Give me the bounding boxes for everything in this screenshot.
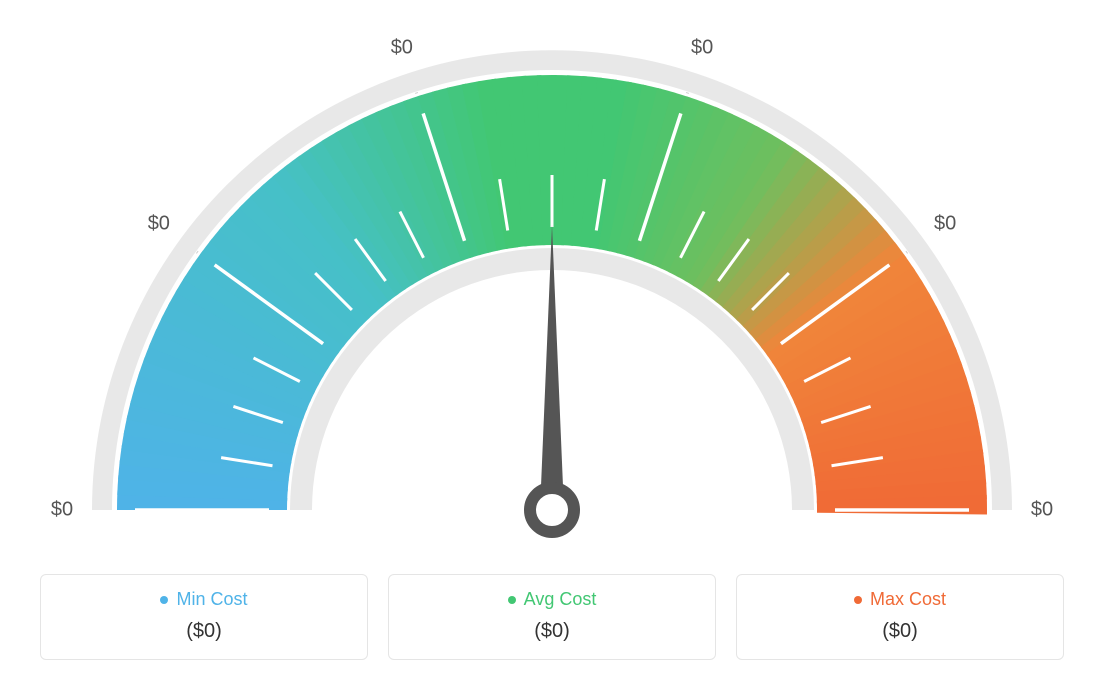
legend-value-max: ($0) xyxy=(747,620,1053,643)
legend-title-max: Max Cost xyxy=(854,589,946,610)
cost-gauge: $0 $0 $0 $0 $0 $0 xyxy=(0,0,1104,560)
legend-card-min: Min Cost ($0) xyxy=(40,574,368,660)
legend-dot-avg xyxy=(508,596,516,604)
gauge-tick-label: $0 xyxy=(148,213,170,236)
gauge-tick-label: $0 xyxy=(1031,499,1053,522)
gauge-tick-label: $0 xyxy=(691,36,713,59)
legend-dot-min xyxy=(160,596,168,604)
legend-card-avg: Avg Cost ($0) xyxy=(388,574,716,660)
gauge-svg xyxy=(0,0,1104,560)
legend-label-max: Max Cost xyxy=(870,589,946,610)
legend-label-min: Min Cost xyxy=(176,589,247,610)
legend-row: Min Cost ($0) Avg Cost ($0) Max Cost ($0… xyxy=(40,574,1064,660)
gauge-tick-label: $0 xyxy=(934,213,956,236)
legend-title-avg: Avg Cost xyxy=(508,589,597,610)
gauge-tick-label: $0 xyxy=(391,36,413,59)
legend-value-min: ($0) xyxy=(51,620,357,643)
legend-card-max: Max Cost ($0) xyxy=(736,574,1064,660)
legend-label-avg: Avg Cost xyxy=(524,589,597,610)
legend-title-min: Min Cost xyxy=(160,589,247,610)
gauge-tick-label: $0 xyxy=(51,499,73,522)
legend-dot-max xyxy=(854,596,862,604)
legend-value-avg: ($0) xyxy=(399,620,705,643)
